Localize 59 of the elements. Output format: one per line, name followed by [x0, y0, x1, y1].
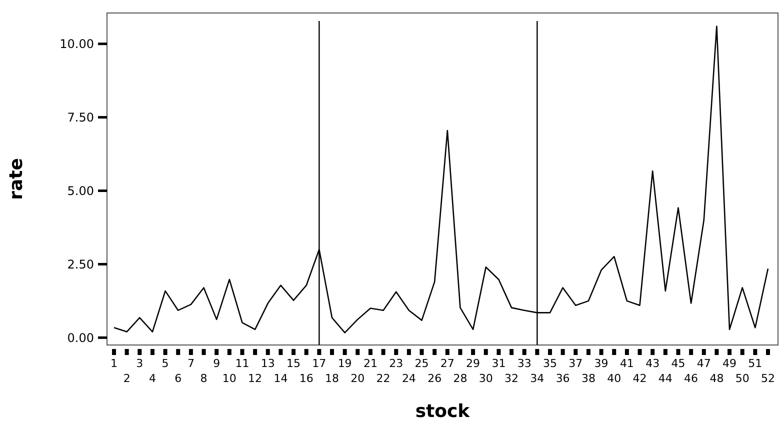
x-tick-label: 27 — [440, 357, 454, 370]
x-tick-label: 50 — [735, 372, 750, 385]
x-tick-label: 18 — [325, 372, 339, 385]
x-tick-label: 15 — [286, 357, 301, 370]
x-tick-label: 6 — [174, 372, 182, 385]
x-tick-label: 36 — [556, 372, 570, 385]
x-tick-label: 43 — [646, 357, 660, 370]
x-tick-label: 14 — [274, 372, 288, 385]
y-tick-label: 5.00 — [67, 184, 94, 198]
x-tick-label: 48 — [710, 372, 724, 385]
x-tick-label: 42 — [632, 372, 647, 385]
x-tick-label: 11 — [235, 357, 250, 370]
x-tick-label: 20 — [350, 372, 365, 385]
x-tick-label: 22 — [376, 372, 390, 385]
x-tick-label: 4 — [148, 372, 156, 385]
x-tick-label: 21 — [363, 357, 378, 370]
x-tick-label: 9 — [213, 357, 220, 370]
x-tick-label: 3 — [136, 357, 144, 370]
x-tick-label: 52 — [761, 372, 775, 385]
x-axis-title: stock — [415, 401, 471, 422]
x-tick-label: 49 — [722, 357, 737, 370]
x-tick-label: 12 — [248, 372, 262, 385]
y-tick-label: 2.50 — [67, 257, 94, 272]
x-tick-label: 13 — [260, 357, 275, 370]
x-tick-label: 7 — [187, 357, 194, 370]
y-tick-label: 7.50 — [67, 110, 94, 124]
x-tick-label: 28 — [453, 372, 468, 385]
x-tick-label: 41 — [620, 357, 634, 370]
x-tick-label: 32 — [504, 372, 519, 385]
x-tick-label: 37 — [568, 357, 583, 370]
x-tick-label: 35 — [543, 357, 557, 370]
x-tick-label: 39 — [594, 357, 608, 370]
x-tick-label: 46 — [684, 372, 698, 385]
x-tick-label: 33 — [517, 357, 532, 370]
x-tick-label: 30 — [478, 372, 493, 385]
x-tick-label: 23 — [389, 357, 404, 370]
x-tick-label: 17 — [312, 357, 326, 370]
x-tick-label: 34 — [530, 372, 544, 385]
x-tick-label: 8 — [200, 372, 208, 385]
x-tick-label: 5 — [162, 357, 169, 370]
y-tick-label: 0.00 — [67, 330, 94, 345]
x-tick-label: 24 — [402, 372, 416, 385]
x-tick-label: 38 — [581, 372, 596, 385]
x-tick-label: 1 — [110, 357, 118, 370]
x-tick-label: 2 — [123, 372, 130, 385]
x-tick-label: 19 — [338, 357, 352, 370]
x-tick-label: 44 — [658, 372, 672, 385]
y-tick-label: 10.00 — [60, 37, 94, 52]
x-tick-label: 47 — [696, 357, 711, 370]
y-axis-title: rate — [6, 158, 27, 200]
x-tick-label: 45 — [671, 357, 686, 370]
x-tick-label: 26 — [428, 372, 442, 385]
x-tick-label: 40 — [607, 372, 622, 385]
x-tick-label: 25 — [414, 357, 429, 370]
x-tick-label: 51 — [748, 357, 762, 370]
x-tick-label: 10 — [222, 372, 236, 385]
x-tick-label: 29 — [466, 357, 480, 370]
x-tick-label: 31 — [492, 357, 506, 370]
x-tick-label: 16 — [299, 372, 314, 385]
